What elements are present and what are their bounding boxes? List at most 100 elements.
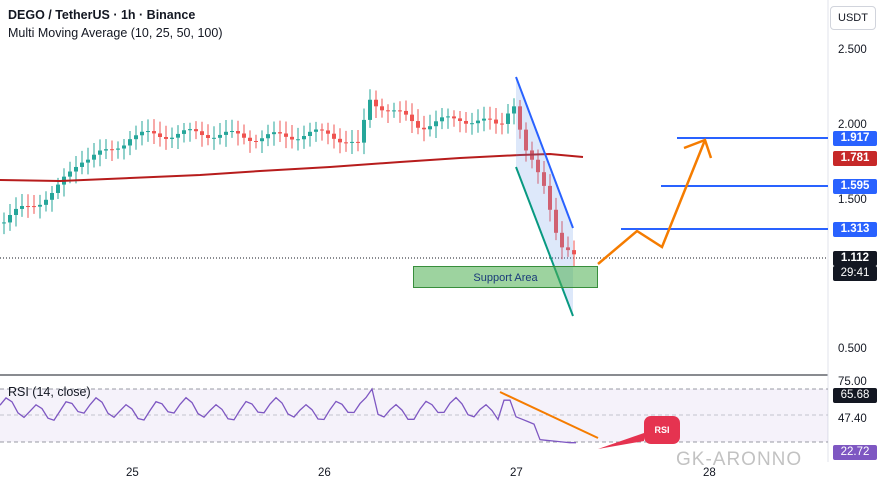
candle-body (116, 148, 120, 150)
rsi-band (0, 389, 828, 442)
candle-body (470, 123, 474, 125)
rsi-trend-line (499, 391, 599, 439)
candle-countdown: 29:41 (833, 266, 877, 281)
candle-body (50, 192, 54, 200)
candle-body (320, 129, 324, 131)
candle-body (260, 138, 264, 142)
candle-body (284, 133, 288, 137)
candle-body (104, 149, 108, 151)
rsi-value-tag: 22.72 (833, 445, 877, 460)
candle-body (86, 159, 90, 163)
indicator-label[interactable]: Multi Moving Average (10, 25, 50, 100) (8, 26, 223, 40)
candle-body (122, 145, 126, 149)
time-tick-27: 27 (510, 467, 523, 479)
candle-body (290, 136, 294, 140)
candle-body (200, 131, 204, 136)
candle-body (416, 121, 420, 128)
candle-body (272, 132, 276, 135)
moving-average-line (0, 152, 584, 183)
wedge-lower-line (515, 166, 574, 317)
watermark: GK-ARONNO (676, 449, 803, 470)
candle-body (566, 247, 570, 251)
candle-body (8, 215, 12, 223)
candle-body (398, 110, 402, 112)
candle-body (560, 232, 564, 248)
projection-path (597, 139, 707, 265)
rsi-badge-pointer (598, 433, 644, 449)
candle-body (512, 106, 516, 114)
candle-body (176, 133, 180, 138)
candle-body (488, 118, 492, 120)
candle-body (434, 121, 438, 127)
candle-body (404, 110, 408, 115)
rsi-callout-badge: RSI (644, 416, 680, 444)
candle-body (536, 159, 540, 173)
wedge-upper-line (515, 76, 574, 229)
candles-group (2, 89, 576, 267)
candle-body (242, 133, 246, 138)
target-tag-1595: 1.595 (833, 179, 877, 194)
candle-body (500, 123, 504, 125)
projection-arrowhead (683, 138, 713, 159)
target-tag-1917: 1.917 (833, 131, 877, 146)
price-tick-2500: 2.500 (838, 44, 867, 56)
last-price-tag: 1.112 (833, 251, 877, 266)
candle-body (554, 209, 558, 233)
candle-body (278, 132, 282, 134)
candle-body (392, 110, 396, 112)
candle-body (422, 127, 426, 130)
candle-body (446, 116, 450, 118)
candle-body (188, 129, 192, 131)
candle-body (110, 149, 114, 151)
candle-body (44, 199, 48, 205)
candle-body (518, 106, 522, 130)
candle-body (212, 137, 216, 139)
candle-body (338, 138, 342, 143)
candle-body (68, 171, 72, 177)
support-area-box[interactable]: Support Area (413, 266, 598, 288)
candle-body (20, 206, 24, 209)
candle-body (362, 119, 366, 143)
candle-body (206, 135, 210, 138)
target-tag-1313: 1.313 (833, 222, 877, 237)
price-tick-2000: 2.000 (838, 119, 867, 131)
candle-body (428, 126, 432, 130)
rsi-tick-4740: 47.40 (838, 413, 867, 425)
rsi-label[interactable]: RSI (14, close) (8, 385, 91, 399)
candle-body (506, 113, 510, 124)
candle-body (410, 114, 414, 122)
candle-body (56, 184, 60, 193)
candle-body (374, 99, 378, 107)
candle-body (368, 99, 372, 120)
candle-body (542, 172, 546, 186)
candle-body (548, 185, 552, 210)
candle-body (482, 118, 486, 121)
candle-body (572, 250, 576, 255)
candle-body (38, 204, 42, 207)
candle-body (128, 139, 132, 146)
ma-value-tag: 1.781 (833, 151, 877, 166)
price-tick-0500: 0.500 (838, 343, 867, 355)
time-tick-28: 28 (703, 467, 716, 479)
chart-title: DEGO / TetherUS · 1h · Binance (8, 8, 196, 22)
candle-body (224, 131, 228, 135)
rsi-line (0, 387, 576, 444)
candle-body (452, 116, 456, 119)
candle-body (302, 135, 306, 140)
candle-body (296, 139, 300, 141)
candle-body (380, 106, 384, 111)
candle-body (194, 129, 198, 132)
candle-body (464, 120, 468, 124)
candle-body (80, 162, 84, 167)
candle-body (140, 131, 144, 136)
candle-body (350, 141, 354, 143)
rsi-tag-6568: 65.68 (833, 388, 877, 403)
candle-body (524, 129, 528, 151)
candle-body (26, 206, 30, 208)
candle-body (218, 134, 222, 138)
candle-body (14, 208, 18, 216)
candle-body (146, 131, 150, 133)
currency-button[interactable]: USDT (830, 6, 876, 30)
candle-body (266, 134, 270, 139)
